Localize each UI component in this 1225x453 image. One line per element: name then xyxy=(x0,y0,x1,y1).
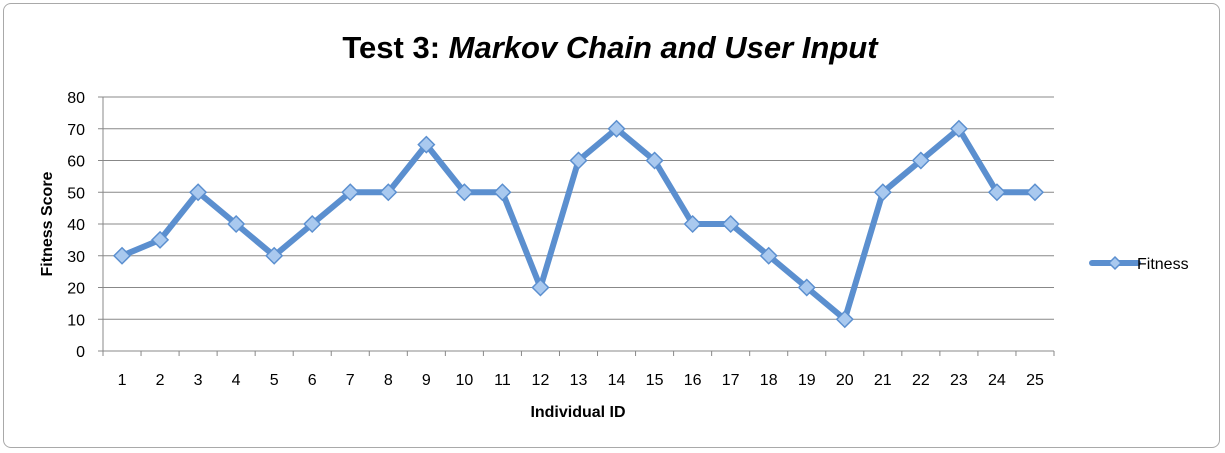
data-point xyxy=(987,183,1007,202)
data-point xyxy=(1025,183,1045,202)
y-tick-label: 80 xyxy=(67,90,85,107)
data-point xyxy=(645,151,664,170)
series-fitness xyxy=(112,119,1045,329)
x-tick-label: 10 xyxy=(455,372,473,389)
y-tick-label: 0 xyxy=(76,344,85,361)
x-tick-label: 22 xyxy=(912,372,930,389)
data-point xyxy=(569,151,588,170)
data-point xyxy=(873,183,892,202)
data-point xyxy=(797,278,816,297)
x-tick-label: 11 xyxy=(494,372,511,389)
x-tick-label: 4 xyxy=(232,372,241,389)
y-tick-label: 70 xyxy=(67,122,85,139)
x-tick-label: 18 xyxy=(760,372,778,389)
data-point xyxy=(607,119,626,138)
x-tick-label: 14 xyxy=(608,372,626,389)
chart-title: Test 3: Markov Chain and User Input xyxy=(342,30,879,65)
x-tick-label: 21 xyxy=(874,372,892,389)
y-tick-label: 40 xyxy=(67,217,85,234)
axes xyxy=(102,97,1055,356)
legend-marker xyxy=(1107,255,1123,271)
x-tick-label: 12 xyxy=(532,372,550,389)
y-axis-title: Fitness Score xyxy=(39,171,56,276)
x-tick-label: 24 xyxy=(988,372,1006,389)
x-tick-label: 3 xyxy=(194,372,203,389)
data-point xyxy=(531,278,550,297)
legend-label: Fitness xyxy=(1137,256,1189,273)
x-tick-label: 16 xyxy=(684,372,702,389)
gridlines xyxy=(98,96,1054,352)
data-point xyxy=(150,230,170,249)
chart-frame xyxy=(3,3,1220,448)
x-tick-label: 13 xyxy=(570,372,588,389)
data-point xyxy=(911,151,930,170)
data-point xyxy=(949,119,968,138)
y-tick-label: 50 xyxy=(67,185,85,202)
x-tick-labels: 1 2 3 4 5 6 7 8 9 10 11 12 13 14 15 16 17 18 19 20 21 22 23 24 2… xyxy=(118,372,1044,389)
data-point xyxy=(227,214,246,234)
data-point xyxy=(303,214,322,234)
data-point xyxy=(683,214,702,234)
x-tick-label: 9 xyxy=(422,372,431,389)
x-axis-title: Individual ID xyxy=(530,404,625,421)
x-tick-label: 25 xyxy=(1026,372,1044,389)
data-point xyxy=(112,246,132,265)
x-tick-label: 6 xyxy=(308,372,317,389)
x-tick-label: 19 xyxy=(798,372,816,389)
x-tick-label: 8 xyxy=(384,372,393,389)
data-point xyxy=(759,246,778,265)
x-tick-label: 15 xyxy=(646,372,664,389)
data-point xyxy=(189,183,208,202)
data-point xyxy=(493,183,512,202)
x-tick-label: 1 xyxy=(118,372,127,389)
y-tick-label: 10 xyxy=(67,312,85,329)
x-tick-label: 5 xyxy=(270,372,279,389)
data-point xyxy=(379,183,398,202)
data-point xyxy=(341,183,360,202)
y-tick-label: 30 xyxy=(67,249,85,266)
y-tick-label: 60 xyxy=(67,154,85,171)
data-point xyxy=(835,310,854,329)
data-point xyxy=(721,214,740,234)
x-tick-label: 2 xyxy=(156,372,165,389)
y-tick-labels: 0 10 20 30 40 50 60 70 80 xyxy=(67,90,85,361)
legend: Fitness xyxy=(1089,255,1189,273)
chart-title-prefix: Test 3: xyxy=(342,30,448,65)
data-point xyxy=(265,246,284,265)
x-tick-label: 17 xyxy=(722,372,740,389)
chart-title-italic: Markov Chain and User Input xyxy=(449,30,880,65)
y-tick-label: 20 xyxy=(67,281,85,298)
data-point xyxy=(417,135,436,154)
x-tick-label: 7 xyxy=(346,372,355,389)
x-tick-label: 20 xyxy=(836,372,854,389)
data-point xyxy=(455,183,474,202)
x-tick-label: 23 xyxy=(950,372,968,389)
